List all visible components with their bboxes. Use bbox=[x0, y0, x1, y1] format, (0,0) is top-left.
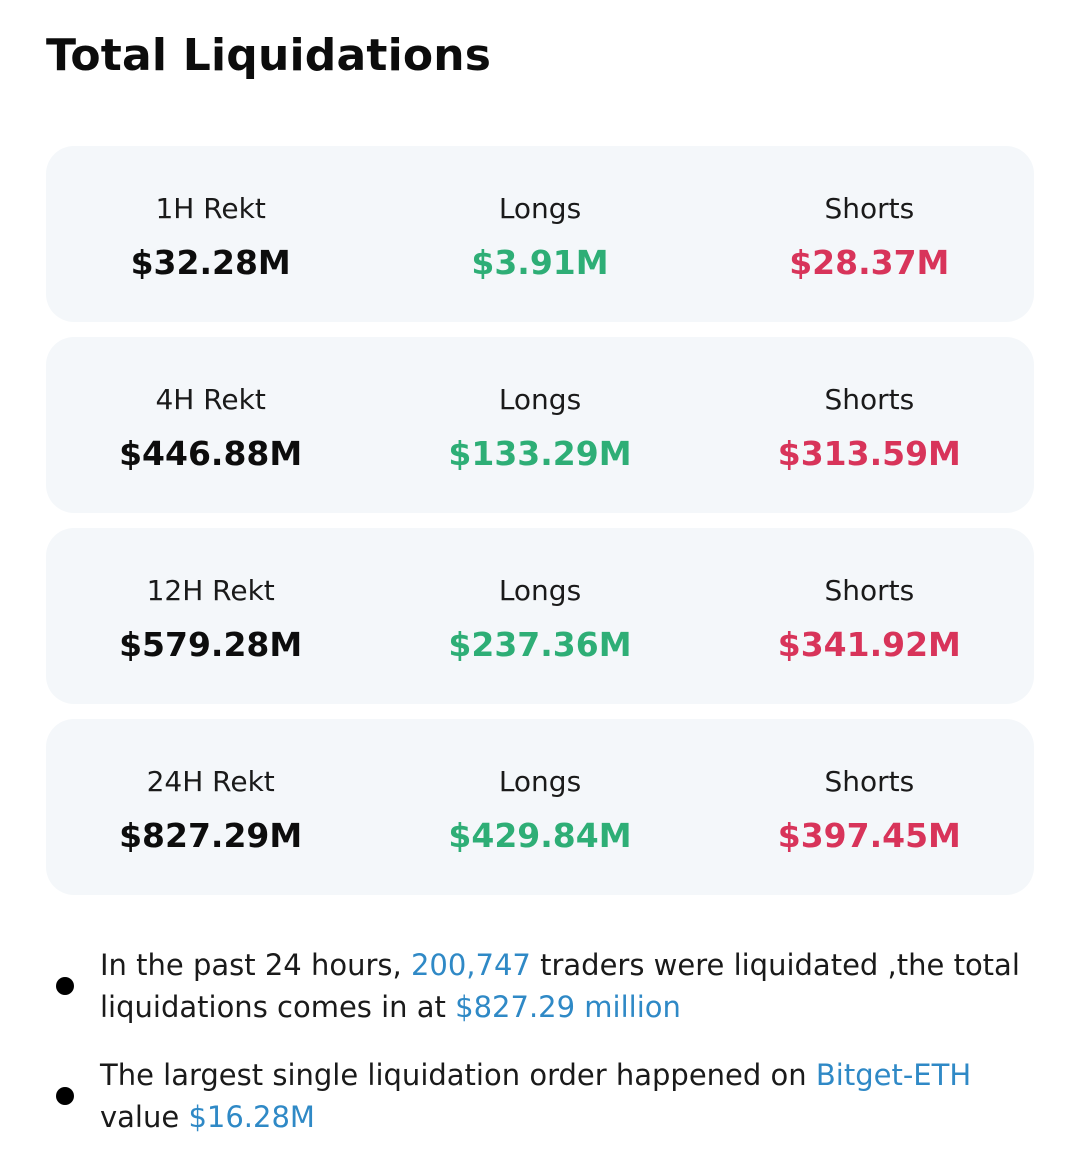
summary-note-traders: In the past 24 hours, 200,747 traders we… bbox=[46, 944, 1036, 1028]
shorts-label: Shorts bbox=[824, 383, 915, 416]
note-text: value bbox=[100, 1100, 189, 1134]
bullet-icon bbox=[56, 977, 74, 995]
note-text: In the past 24 hours, bbox=[100, 948, 411, 982]
longs-value: $429.84M bbox=[448, 816, 632, 855]
total-value: $32.28M bbox=[130, 243, 291, 282]
total-column: 1H Rekt $32.28M bbox=[46, 146, 375, 322]
shorts-label: Shorts bbox=[824, 192, 915, 225]
total-column: 4H Rekt $446.88M bbox=[46, 337, 375, 513]
shorts-value: $313.59M bbox=[777, 434, 961, 473]
longs-label: Longs bbox=[498, 765, 582, 798]
liquidation-card-1h: 1H Rekt $32.28M Longs $3.91M Shorts $28.… bbox=[46, 146, 1034, 322]
largest-order-amount-link[interactable]: $16.28M bbox=[188, 1100, 315, 1134]
summary-note-largest-order: The largest single liquidation order hap… bbox=[46, 1054, 1036, 1138]
exchange-link[interactable]: Bitget-ETH bbox=[815, 1058, 972, 1092]
shorts-column: Shorts $397.45M bbox=[705, 719, 1034, 895]
longs-label: Longs bbox=[498, 383, 582, 416]
total-amount-link[interactable]: $827.29 million bbox=[455, 990, 681, 1024]
note-text: traders were liquidated ,the total liqui… bbox=[100, 948, 1020, 1024]
period-label: 1H Rekt bbox=[155, 192, 266, 225]
longs-value: $3.91M bbox=[471, 243, 609, 282]
longs-label: Longs bbox=[498, 192, 582, 225]
shorts-value: $341.92M bbox=[777, 625, 961, 664]
longs-column: Longs $133.29M bbox=[375, 337, 704, 513]
longs-column: Longs $237.36M bbox=[375, 528, 704, 704]
summary-notes: In the past 24 hours, 200,747 traders we… bbox=[46, 944, 1036, 1164]
total-value: $446.88M bbox=[119, 434, 303, 473]
shorts-column: Shorts $341.92M bbox=[705, 528, 1034, 704]
total-column: 12H Rekt $579.28M bbox=[46, 528, 375, 704]
longs-label: Longs bbox=[498, 574, 582, 607]
page-title: Total Liquidations bbox=[46, 30, 492, 81]
shorts-column: Shorts $313.59M bbox=[705, 337, 1034, 513]
shorts-label: Shorts bbox=[824, 765, 915, 798]
total-value: $579.28M bbox=[119, 625, 303, 664]
longs-value: $237.36M bbox=[448, 625, 632, 664]
total-value: $827.29M bbox=[119, 816, 303, 855]
shorts-value: $397.45M bbox=[777, 816, 961, 855]
longs-value: $133.29M bbox=[448, 434, 632, 473]
period-label: 4H Rekt bbox=[155, 383, 266, 416]
bullet-icon bbox=[56, 1087, 74, 1105]
longs-column: Longs $429.84M bbox=[375, 719, 704, 895]
liquidation-card-4h: 4H Rekt $446.88M Longs $133.29M Shorts $… bbox=[46, 337, 1034, 513]
note-text: The largest single liquidation order hap… bbox=[100, 1058, 816, 1092]
period-label: 12H Rekt bbox=[146, 574, 275, 607]
liquidation-cards: 1H Rekt $32.28M Longs $3.91M Shorts $28.… bbox=[46, 146, 1034, 910]
shorts-label: Shorts bbox=[824, 574, 915, 607]
shorts-value: $28.37M bbox=[789, 243, 950, 282]
shorts-column: Shorts $28.37M bbox=[705, 146, 1034, 322]
longs-column: Longs $3.91M bbox=[375, 146, 704, 322]
liquidation-card-24h: 24H Rekt $827.29M Longs $429.84M Shorts … bbox=[46, 719, 1034, 895]
total-column: 24H Rekt $827.29M bbox=[46, 719, 375, 895]
traders-count-link[interactable]: 200,747 bbox=[410, 948, 531, 982]
period-label: 24H Rekt bbox=[146, 765, 275, 798]
liquidation-card-12h: 12H Rekt $579.28M Longs $237.36M Shorts … bbox=[46, 528, 1034, 704]
